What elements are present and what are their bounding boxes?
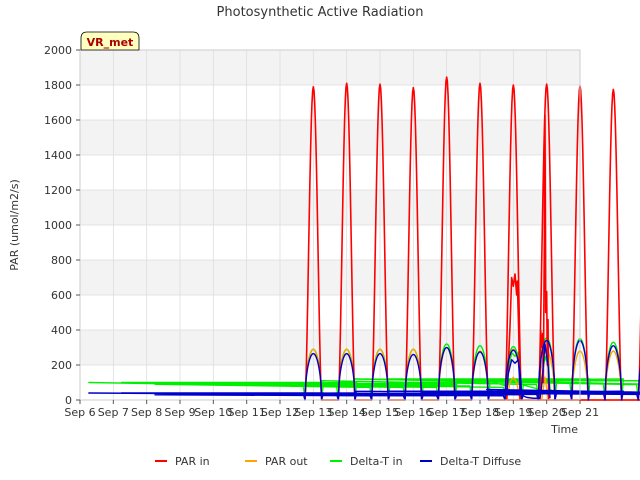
x-tick-label: Sep 21 <box>561 406 599 419</box>
station-badge: VR_met <box>80 31 140 51</box>
plot-band <box>80 330 580 365</box>
series-par-in <box>304 76 640 401</box>
x-axis-label: Time <box>550 423 578 436</box>
plot-band <box>80 50 580 85</box>
x-tick-label: Sep 13 <box>294 406 332 419</box>
legend-label: PAR out <box>265 455 308 468</box>
legend-label: Delta-T Diffuse <box>440 455 521 468</box>
x-tick-label: Sep 9 <box>164 406 195 419</box>
y-axis-label: PAR (umol/m2/s) <box>8 179 21 271</box>
x-tick-label: Sep 6 <box>64 406 95 419</box>
y-tick-label: 1400 <box>44 149 72 162</box>
x-tick-label: Sep 7 <box>98 406 129 419</box>
x-tick-label: Sep 18 <box>461 406 499 419</box>
x-tick-label: Sep 20 <box>528 406 566 419</box>
x-tick-label: Sep 8 <box>131 406 162 419</box>
y-tick-label: 200 <box>51 359 72 372</box>
x-tick-label: Sep 11 <box>228 406 266 419</box>
plot-band <box>80 190 580 225</box>
series-delta-t-diffuse <box>88 339 640 401</box>
y-tick-label: 800 <box>51 254 72 267</box>
legend-label: PAR in <box>175 455 210 468</box>
y-tick-label: 0 <box>65 394 72 407</box>
legend: PAR in PAR out Delta-T in Delta-T Diffuse <box>155 455 521 468</box>
station-label: VR_met <box>87 36 134 49</box>
plot-band <box>80 260 580 295</box>
y-tick-label: 600 <box>51 289 72 302</box>
y-tick-label: 1600 <box>44 114 72 127</box>
y-tick-label: 400 <box>51 324 72 337</box>
plot-band <box>80 120 580 155</box>
x-tick-label: Sep 10 <box>194 406 232 419</box>
y-tick-label: 1800 <box>44 79 72 92</box>
series-layer <box>88 76 640 401</box>
x-tick-label: Sep 15 <box>361 406 399 419</box>
y-tick-label: 1000 <box>44 219 72 232</box>
x-tick-label: Sep 19 <box>494 406 532 419</box>
x-tick-label: Sep 16 <box>394 406 432 419</box>
x-tick-label: Sep 12 <box>261 406 299 419</box>
chart-title: Photosynthetic Active Radiation <box>217 5 424 20</box>
y-axis: 0 200 400 600 800 1000 1200 1400 1600 1800 2000 <box>44 44 80 407</box>
y-tick-label: 2000 <box>44 44 72 57</box>
y-tick-label: 1200 <box>44 184 72 197</box>
legend-label: Delta-T in <box>350 455 403 468</box>
x-tick-label: Sep 14 <box>328 406 366 419</box>
plot-bands <box>80 50 580 365</box>
x-tick-label: Sep 17 <box>428 406 466 419</box>
